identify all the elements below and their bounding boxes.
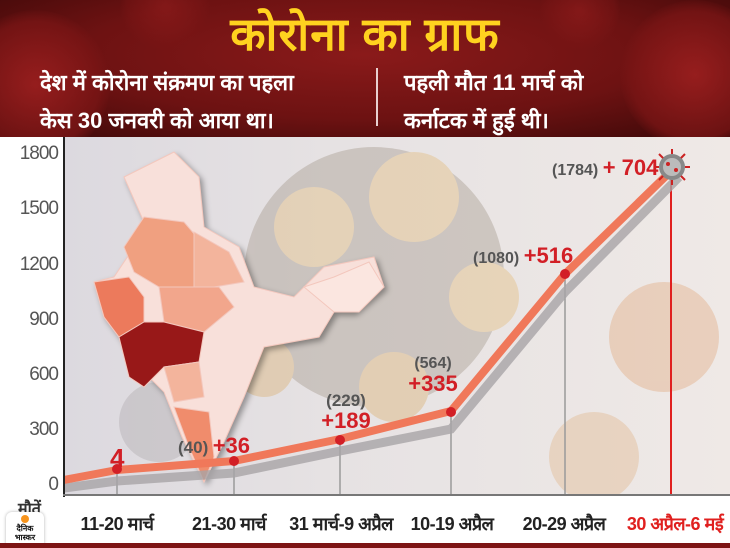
- point-annotation-2: (40) +36: [178, 433, 251, 458]
- point-annotation-6: (1784) + 704: [552, 155, 659, 180]
- point-annotation-1: 4: [110, 443, 125, 473]
- logo-text-line1: दैनिक: [16, 524, 34, 533]
- y-tick-900: 900: [29, 309, 59, 330]
- point-annotation-3: (229) +189: [321, 391, 371, 433]
- y-tick-300: 300: [29, 419, 59, 440]
- virus-icon: [654, 149, 690, 185]
- chart-title: कोरोना का ग्राफ: [230, 8, 500, 60]
- logo-text-line2: भास्कर: [14, 533, 36, 542]
- first-death-note: पहली मौत 11 मार्च को कर्नाटक में हुई थी।: [404, 64, 583, 137]
- x-axis-line: [63, 494, 730, 496]
- x-label-1: 11-20 मार्च: [80, 514, 154, 534]
- sun-icon: [21, 515, 29, 523]
- first-death-note-line1: पहली मौत 11 मार्च को: [404, 70, 584, 95]
- data-points: [112, 269, 570, 474]
- y-tick-0: 0: [48, 474, 59, 495]
- first-case-note-line1: देश में कोरोना संक्रमण का पहला: [40, 70, 294, 95]
- x-label-4: 10-19 अप्रैल: [410, 514, 494, 534]
- y-tick-1800: 1800: [19, 143, 59, 164]
- shadow-line: [64, 173, 683, 493]
- plot-area: [64, 137, 730, 495]
- y-tick-1200: 1200: [19, 254, 59, 275]
- first-death-note-line2: कर्नाटक में हुई थी।: [404, 108, 549, 133]
- y-axis-line: [63, 137, 65, 497]
- point-annotation-5: (1080) +516: [473, 243, 574, 268]
- india-map-icon: [93, 151, 385, 484]
- x-label-6-highlight: 30 अप्रैल-6 मई: [626, 514, 724, 534]
- x-label-2: 21-30 मार्च: [192, 514, 266, 534]
- header-banner: कोरोना का ग्राफ देश में कोरोना संक्रमण क…: [0, 0, 730, 137]
- chart-area: 1800 1500 1200 900 600 300 0 मौतें: [0, 137, 730, 548]
- y-tick-600: 600: [29, 364, 59, 385]
- header-divider: [376, 68, 378, 126]
- x-label-5: 20-29 अप्रैल: [522, 514, 606, 534]
- chart-graphics: [64, 147, 719, 495]
- point-annotation-4: (564) +335: [408, 355, 458, 396]
- first-case-note-line2: केस 30 जनवरी को आया था।: [40, 108, 274, 133]
- x-label-3: 31 मार्च-9 अप्रैल: [289, 514, 393, 534]
- first-case-note: देश में कोरोना संक्रमण का पहला केस 30 जन…: [40, 64, 294, 137]
- footer-bar: [0, 543, 730, 548]
- dainik-bhaskar-logo: दैनिक भास्कर: [6, 512, 44, 548]
- y-tick-1500: 1500: [19, 198, 59, 219]
